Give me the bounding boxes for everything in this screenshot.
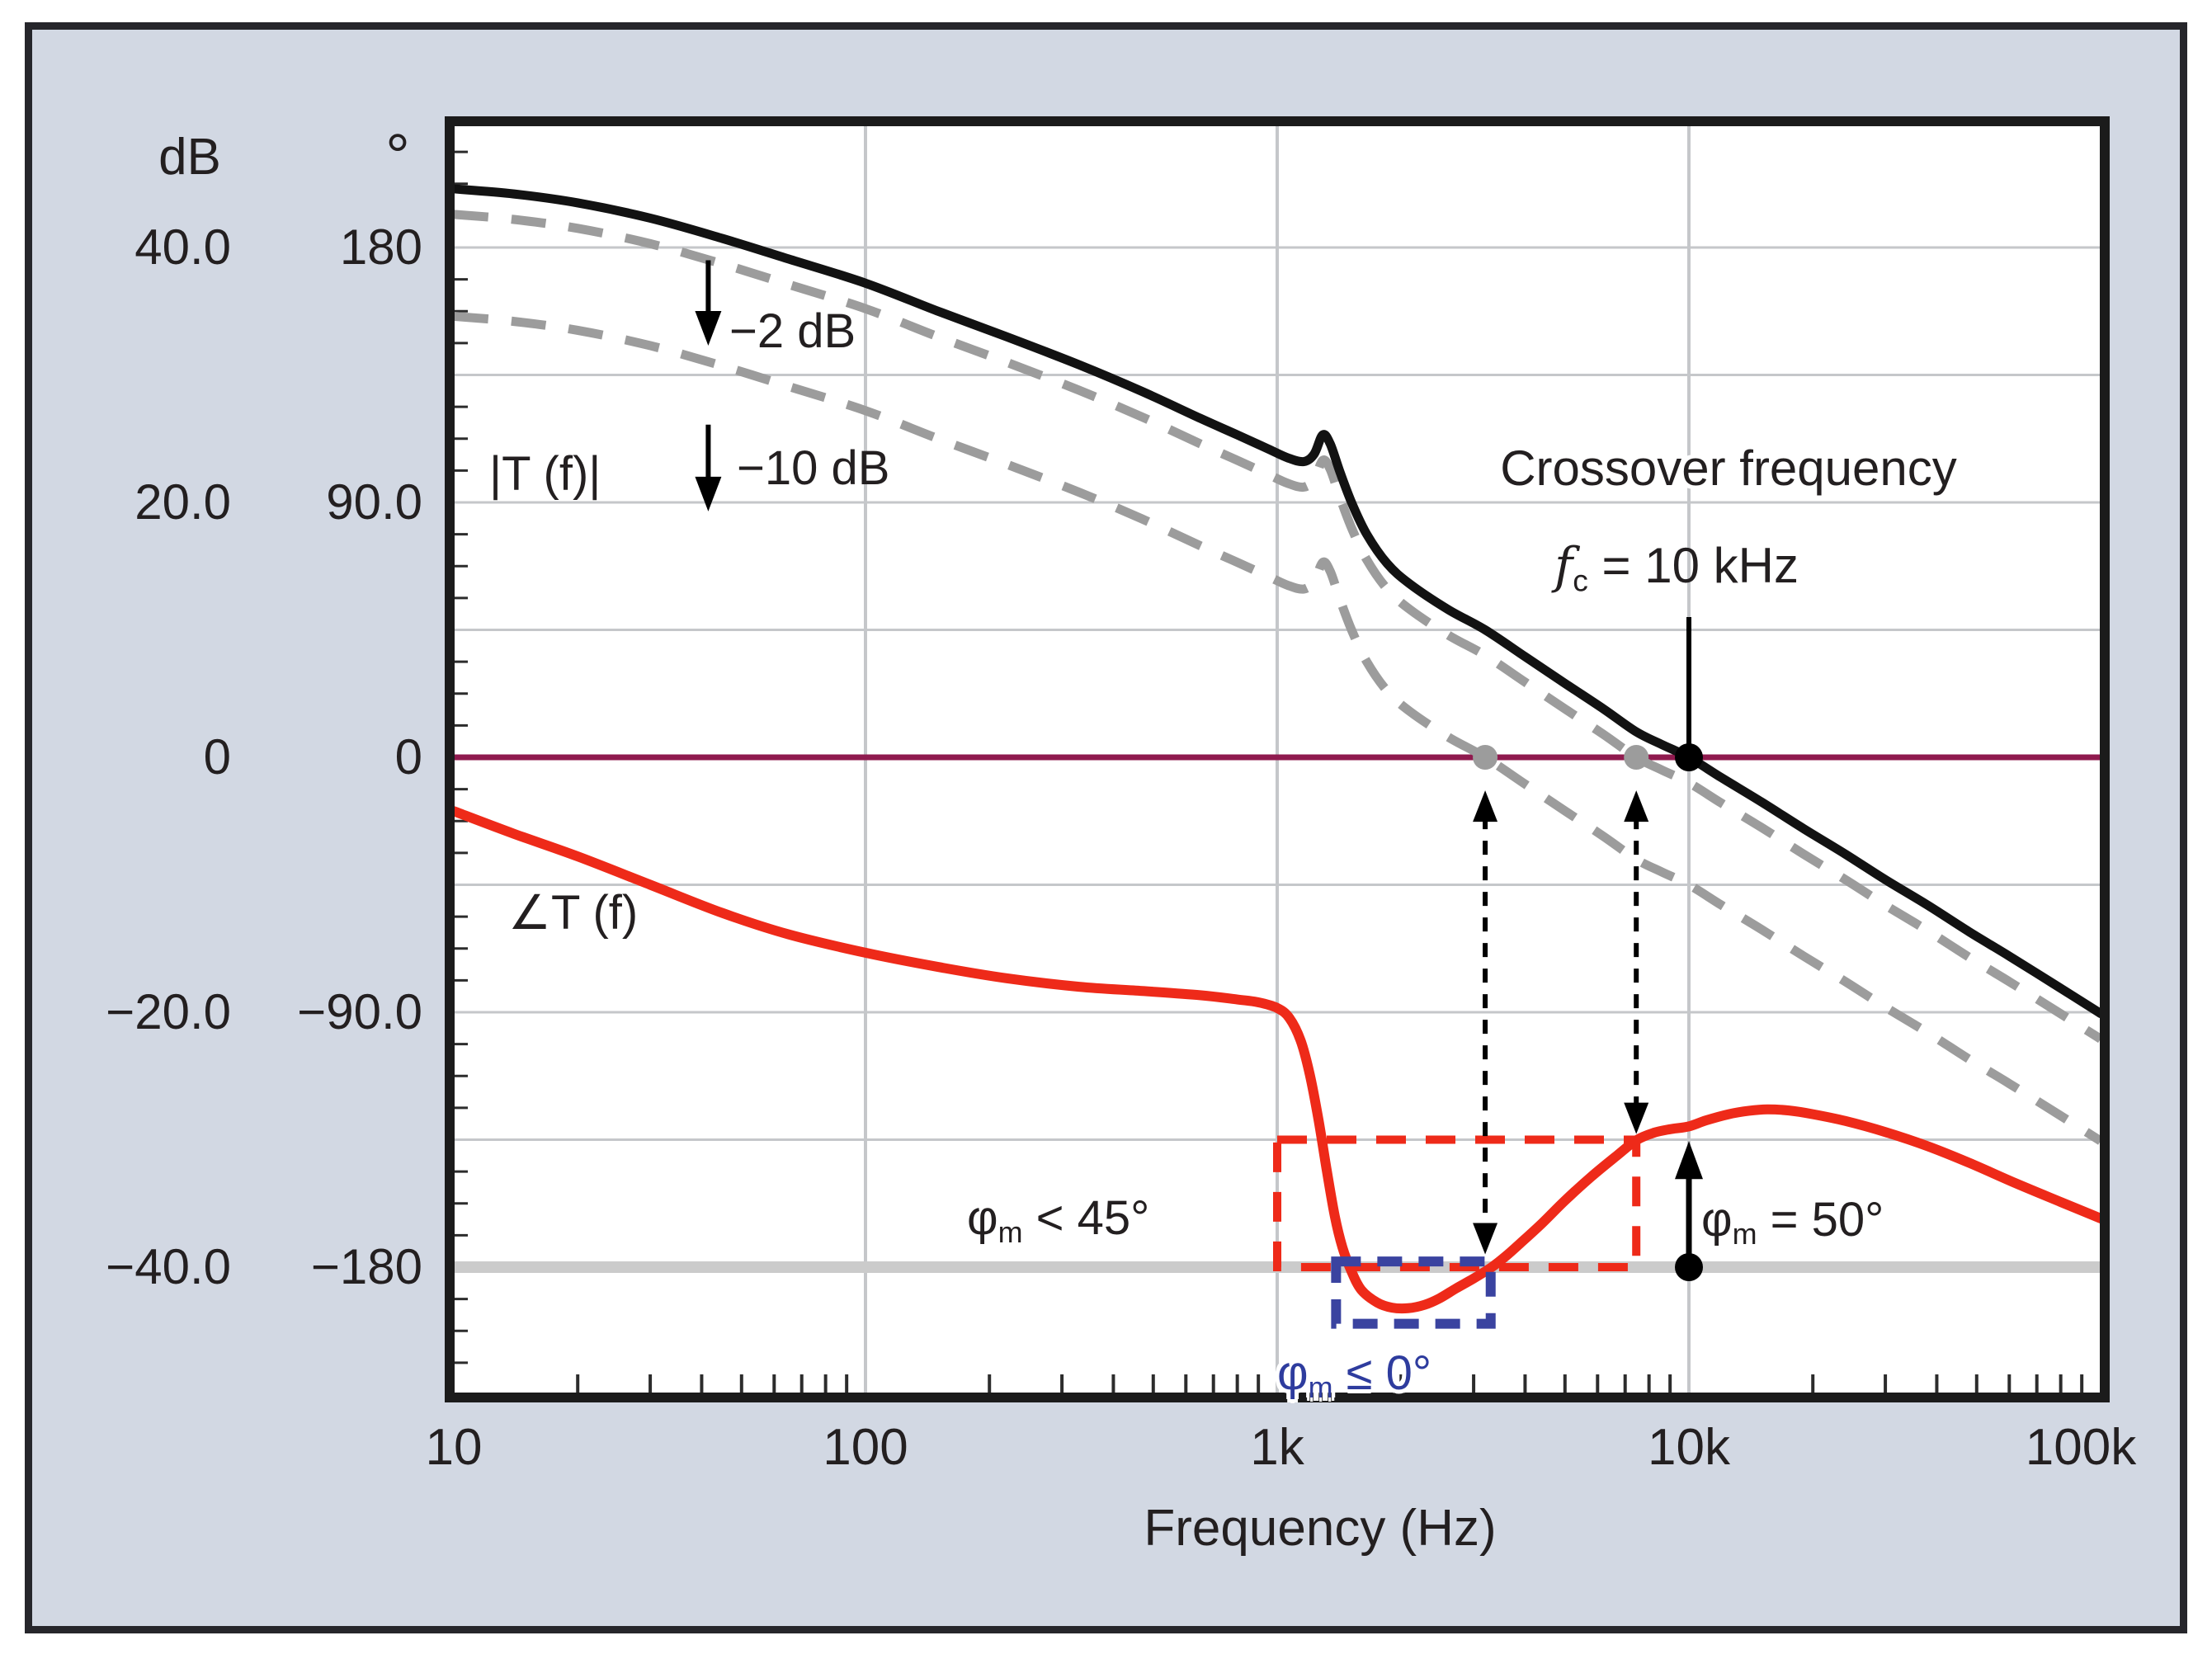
x-tick-label: 100k bbox=[2025, 1419, 2137, 1476]
crossover-frequency-title: Crossover frequency bbox=[1500, 441, 1957, 496]
phase-margin-50-text: = 50° bbox=[1757, 1193, 1884, 1247]
phase-margin-50-label: φm = 50° bbox=[1701, 1196, 1884, 1249]
phi-subscript: m bbox=[1732, 1217, 1757, 1251]
phase-margin-boxes bbox=[1273, 1135, 1641, 1329]
fc-value-text: = 10 kHz bbox=[1587, 538, 1799, 593]
y-tick-label-db: −20.0 bbox=[106, 984, 231, 1039]
magnitude-minus-2db-curve bbox=[453, 210, 2103, 1044]
x-axis-title: Frequency (Hz) bbox=[1144, 1500, 1497, 1557]
gain-shift-arrowhead bbox=[695, 310, 722, 346]
x-tick-label: 10k bbox=[1648, 1419, 1730, 1476]
phase-margin-le0-box bbox=[1331, 1256, 1496, 1329]
phase-margin-le0-label: φm ≤ 0° bbox=[1277, 1350, 1431, 1402]
deg-axis-header: ° bbox=[385, 121, 410, 190]
y-tick-label-db: 20.0 bbox=[134, 474, 231, 530]
annotation-arrows bbox=[695, 260, 1703, 1267]
dashed-arrow-down-head bbox=[1473, 1223, 1498, 1255]
phase-curve bbox=[449, 806, 2106, 1314]
y-tick-label-db: −40.0 bbox=[106, 1239, 231, 1294]
plot-border bbox=[445, 116, 2110, 1402]
magnitude-minus-10db-curve bbox=[453, 311, 2103, 1145]
phi-subscript: m bbox=[998, 1215, 1023, 1250]
phase-margin-lt45-box bbox=[1273, 1135, 1641, 1271]
y-tick-label-deg: −90.0 bbox=[297, 984, 422, 1039]
phi-subscript: m bbox=[1308, 1370, 1333, 1405]
phi-symbol: φ bbox=[1701, 1193, 1733, 1247]
db-axis-header: dB bbox=[158, 129, 221, 186]
plot-frame bbox=[445, 116, 2110, 1402]
dashed-arrow-down-head bbox=[1624, 1102, 1649, 1134]
magnitude-curve bbox=[449, 184, 2106, 1019]
phase-margin-lt45-text: < 45° bbox=[1022, 1191, 1150, 1245]
phi-symbol: φ bbox=[967, 1191, 998, 1245]
gain-shift-arrowhead bbox=[695, 476, 722, 511]
y-tick-label-deg: −180 bbox=[310, 1239, 422, 1294]
x-tick-label: 100 bbox=[823, 1419, 908, 1476]
x-tick-label: 10 bbox=[425, 1419, 483, 1476]
phi-symbol: φ bbox=[1277, 1346, 1309, 1400]
crossover-frequency-value: fc = 10 kHz bbox=[1470, 541, 1883, 596]
y-tick-label-db: 40.0 bbox=[134, 219, 231, 275]
magnitude-curve-label: |T (f)| bbox=[489, 447, 601, 501]
dashed-arrow-up-head bbox=[1473, 790, 1498, 822]
phase-margin-lt45-label: φm < 45° bbox=[967, 1195, 1149, 1247]
fc-symbol: f bbox=[1554, 537, 1573, 595]
minus-2db-label: −2 dB bbox=[729, 304, 856, 358]
y-tick-label-db: 0 bbox=[203, 729, 231, 785]
curves bbox=[449, 184, 2106, 1314]
dashed-arrow-up-head bbox=[1624, 790, 1649, 822]
crossover-dot bbox=[1675, 743, 1703, 771]
minus-10db-label: −10 dB bbox=[737, 441, 890, 495]
marker-dots bbox=[1473, 743, 1703, 1281]
y-tick-label-deg: 0 bbox=[394, 729, 422, 785]
y-tick-label-deg: 90.0 bbox=[326, 474, 422, 530]
crossover-dot bbox=[1675, 1253, 1703, 1281]
x-tick-label: 1k bbox=[1250, 1419, 1304, 1476]
phase-margin-50-arrowhead bbox=[1675, 1141, 1703, 1180]
fc-subscript: c bbox=[1573, 563, 1588, 598]
axis-minor-ticks bbox=[455, 150, 2084, 1393]
phase-margin-le0-text: ≤ 0° bbox=[1332, 1346, 1432, 1400]
phase-curve-label: ∠T (f) bbox=[508, 886, 639, 940]
shifted-crossover-dot bbox=[1624, 745, 1649, 770]
y-tick-label-deg: 180 bbox=[339, 219, 422, 275]
shifted-crossover-dot bbox=[1473, 745, 1498, 770]
